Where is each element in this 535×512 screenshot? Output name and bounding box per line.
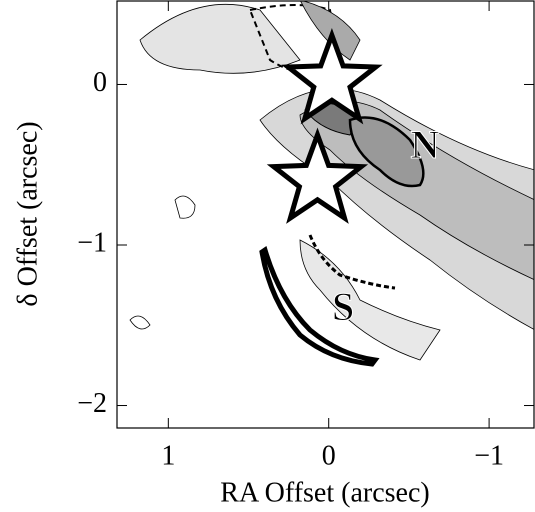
x-axis-label: RA Offset (arcsec) (220, 477, 429, 508)
y-tick-label: −2 (77, 388, 107, 419)
x-tick-label: 0 (322, 440, 336, 471)
y-axis-label: δ Offset (arcsec) (12, 121, 43, 306)
star (281, 28, 383, 125)
y-tick-label: −1 (77, 227, 107, 258)
star (266, 127, 369, 224)
annotation: S (332, 284, 354, 329)
annotation: N (410, 122, 439, 167)
plot-frame (116, 0, 535, 429)
x-tick-label: −1 (474, 440, 504, 471)
x-tick-label: 1 (161, 440, 175, 471)
emission-map (129, 1, 534, 367)
y-tick-label: 0 (93, 67, 107, 98)
